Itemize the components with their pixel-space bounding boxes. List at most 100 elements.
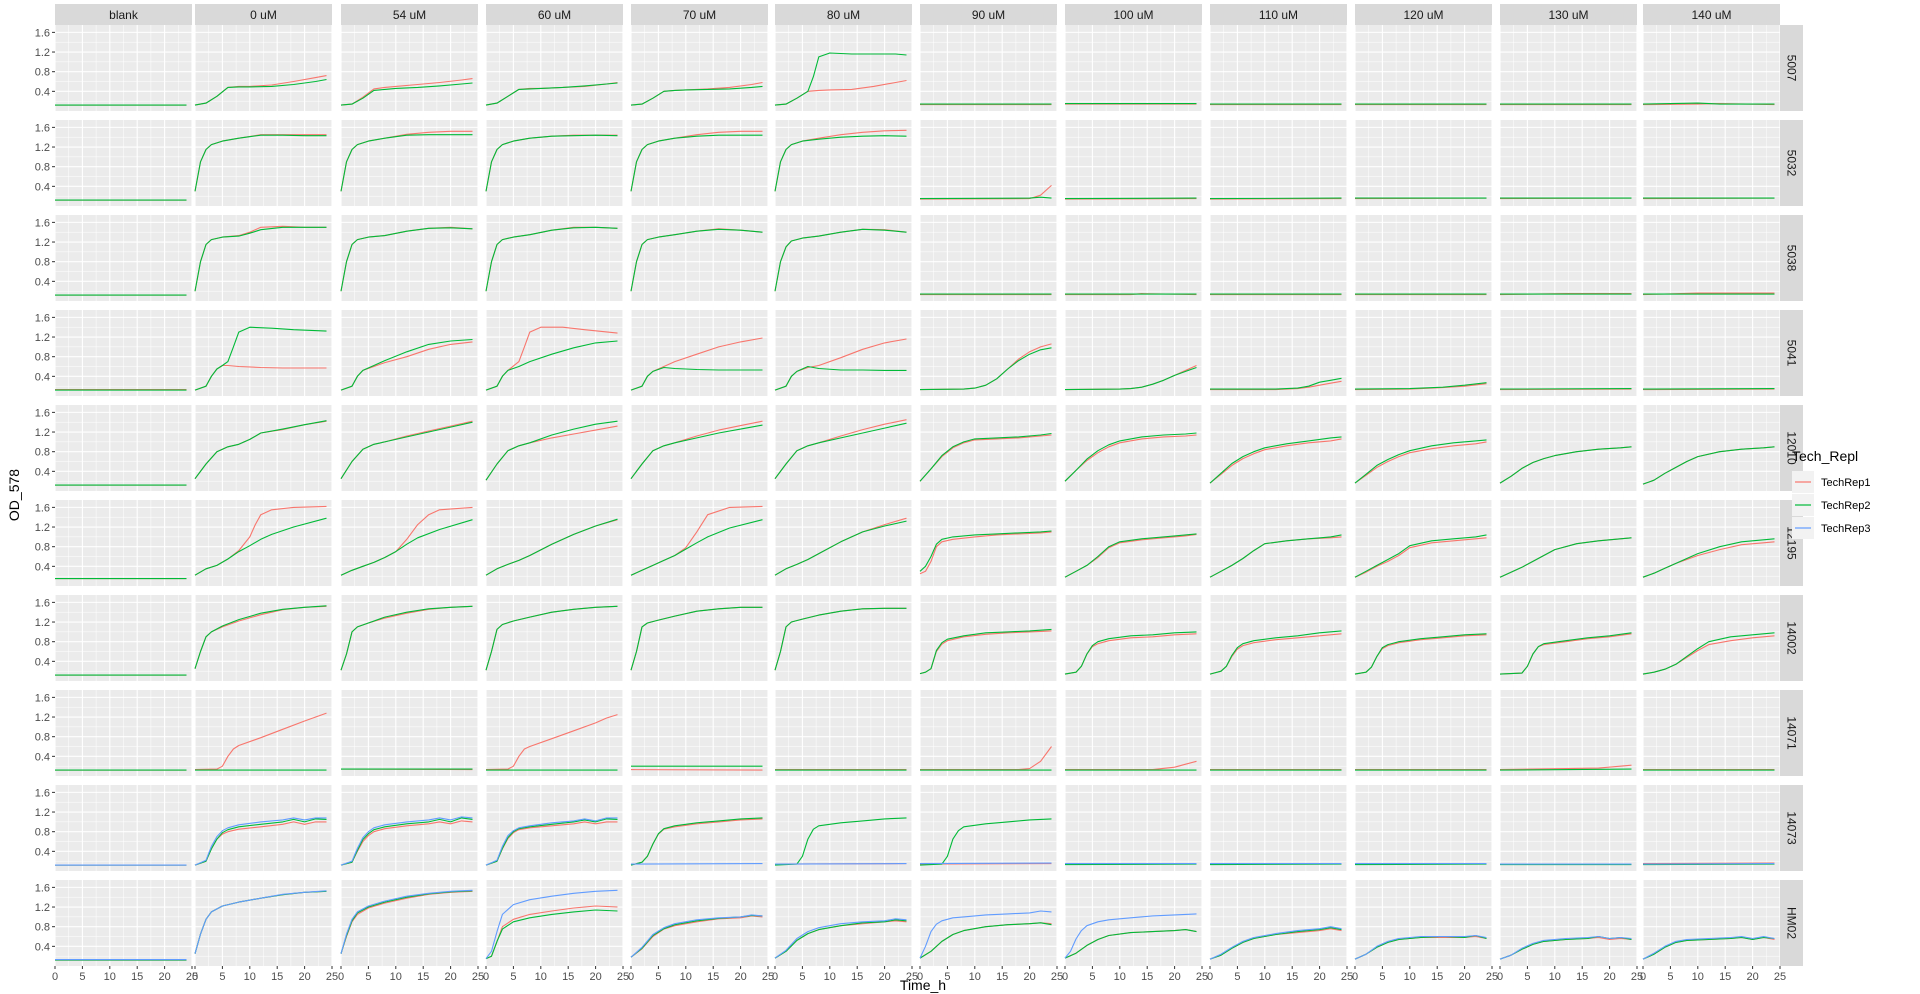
panel-12010-130-um	[1499, 405, 1638, 491]
series-line-techrep2	[485, 909, 618, 960]
panel-5007-100-um	[1064, 25, 1203, 111]
panel-5038-100-um	[1064, 215, 1203, 301]
row-strip-background	[1780, 880, 1803, 966]
series-line-techrep3	[774, 918, 907, 959]
series-line-techrep2	[1209, 534, 1342, 578]
series-line-techrep2	[340, 605, 473, 671]
panel-5032-110-um	[1209, 120, 1348, 206]
x-tick-label: 5	[1667, 971, 1673, 983]
x-axes: 0 5 10 15 20 250 5 10 15 20 25 0 5 10 15 20 250 5 10 15 20 25…	[52, 966, 1786, 983]
x-tick-label: 10	[390, 971, 402, 983]
panel-12010-120-um	[1354, 405, 1493, 491]
series-line-techrep2	[919, 196, 1052, 200]
row-strip-label: HM02	[1785, 907, 1799, 939]
series-line-techrep2	[1354, 633, 1487, 675]
series-line-techrep2	[340, 421, 473, 479]
panel-14073-70-um	[630, 785, 769, 871]
panel-14073-90-um	[919, 785, 1058, 871]
series-line-techrep1	[1354, 441, 1487, 484]
series-line-techrep2	[774, 919, 907, 959]
panel-5041-140-um	[1642, 310, 1781, 396]
x-tick-label: 15	[1576, 971, 1588, 983]
series-line-techrep2	[485, 518, 618, 576]
series-line-techrep2	[485, 420, 618, 481]
series-line-techrep3	[340, 889, 473, 954]
legend-title: Tech_Repl	[1792, 448, 1858, 464]
x-tick-label: 0	[1352, 971, 1358, 983]
panel-12195-110-um	[1209, 500, 1348, 586]
series-line-techrep2	[919, 922, 1052, 959]
series-line-techrep2	[774, 422, 907, 480]
panel-14071-blank	[54, 690, 193, 776]
x-tick-label: 20	[158, 971, 170, 983]
x-tick-label: 25	[472, 971, 484, 983]
series-line-techrep2	[194, 326, 327, 391]
y-tick-label: 1.6	[35, 787, 50, 799]
row-strip-background	[1780, 595, 1803, 681]
facet-panels	[54, 25, 1781, 966]
series-line-techrep2	[1354, 534, 1487, 578]
panel-12195-60-um	[485, 500, 624, 586]
panel-14002-100-um	[1064, 595, 1203, 681]
series-line-techrep2	[340, 134, 473, 192]
x-tick-label: 5	[365, 971, 371, 983]
y-tick-label: 1.6	[35, 27, 50, 39]
series-line-techrep2	[1642, 102, 1775, 105]
panel-12010-blank	[54, 405, 193, 491]
column-strip-background	[1643, 4, 1780, 25]
panel-5041-blank	[54, 310, 193, 396]
x-tick-label: 25	[186, 971, 198, 983]
panel-14002-130-um	[1499, 595, 1638, 681]
series-line-techrep2	[1354, 439, 1487, 484]
series-line-techrep2	[1209, 630, 1342, 675]
panel-14002-60-um	[485, 595, 624, 681]
series-line-techrep2	[194, 134, 327, 192]
x-tick-label: 10	[244, 971, 256, 983]
panel-5041-60-um	[485, 310, 624, 396]
y-tick-label: 0.8	[35, 447, 50, 459]
panel-5007-110-um	[1209, 25, 1348, 111]
panel-14071-54-um	[340, 690, 479, 776]
series-line-techrep2	[1642, 632, 1775, 675]
series-line-techrep2	[1064, 863, 1197, 866]
panel-14071-0-um	[194, 690, 333, 776]
panel-12195-130-um	[1499, 500, 1638, 586]
x-tick-label: 25	[906, 971, 918, 983]
x-tick-label: 10	[680, 971, 692, 983]
series-line-techrep2	[485, 226, 618, 292]
series-line-techrep3	[1354, 934, 1487, 960]
series-line-techrep2	[1209, 863, 1342, 866]
series-line-techrep1	[919, 531, 1052, 575]
series-line-techrep3	[919, 910, 1052, 959]
panel-14073-60-um	[485, 785, 624, 871]
panel-5041-54-um	[340, 310, 479, 396]
panel-14002-0-um	[194, 595, 333, 681]
panel-14002-140-um	[1642, 595, 1781, 681]
column-strip-background	[1355, 4, 1492, 25]
row-strip-background	[1780, 405, 1803, 491]
series-line-techrep3	[630, 863, 763, 865]
y-tick-label: 1.6	[35, 882, 50, 894]
panel-5041-100-um	[1064, 310, 1203, 396]
x-tick-label: 25	[762, 971, 774, 983]
x-tick-label: 25	[326, 971, 338, 983]
x-tick-label: 10	[1692, 971, 1704, 983]
y-tick-label: 1.6	[35, 692, 50, 704]
y-tick-label: 1.6	[35, 217, 50, 229]
x-tick-label: 15	[1286, 971, 1298, 983]
column-strip-label: 110 uM	[1259, 8, 1298, 22]
x-tick-label: 25	[1196, 971, 1208, 983]
series-line-techrep3	[1642, 935, 1775, 960]
panel-5007-120-um	[1354, 25, 1493, 111]
row-strip-label: 14073	[1785, 811, 1799, 845]
panel-14071-70-um	[630, 690, 769, 776]
x-tick-label: 20	[1313, 971, 1325, 983]
series-line-techrep2	[630, 85, 763, 106]
legend-label-techrep3: TechRep3	[1821, 523, 1871, 535]
series-line-techrep3	[340, 816, 473, 866]
panel-hm02-140-um	[1642, 880, 1781, 966]
panel-12195-70-um	[630, 500, 769, 586]
panel-5038-130-um	[1499, 215, 1638, 301]
panel-5007-0-um	[194, 25, 333, 111]
series-line-techrep1	[630, 769, 763, 771]
